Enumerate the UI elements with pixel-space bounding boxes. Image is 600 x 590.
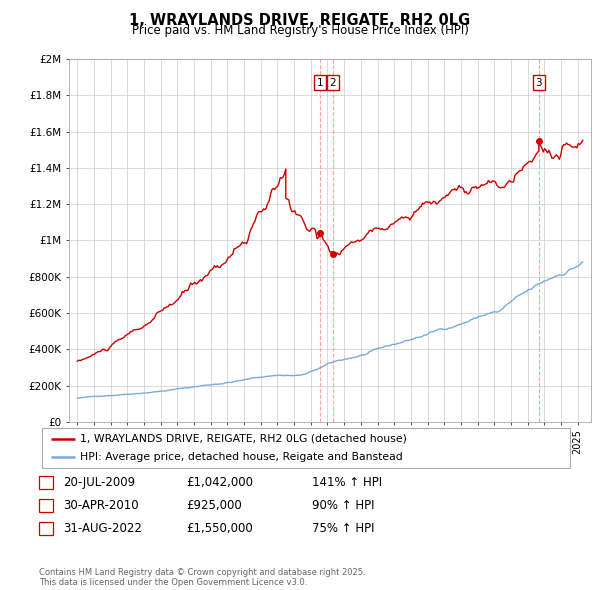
Text: 2: 2 [329,78,337,87]
Text: £1,042,000: £1,042,000 [186,476,253,489]
Text: 3: 3 [535,78,542,87]
Text: 75% ↑ HPI: 75% ↑ HPI [312,522,374,535]
Text: £925,000: £925,000 [186,499,242,512]
Text: 3: 3 [43,524,50,533]
Text: HPI: Average price, detached house, Reigate and Banstead: HPI: Average price, detached house, Reig… [80,451,403,461]
Text: 1, WRAYLANDS DRIVE, REIGATE, RH2 0LG (detached house): 1, WRAYLANDS DRIVE, REIGATE, RH2 0LG (de… [80,434,407,444]
Text: 1: 1 [43,478,50,487]
Text: £1,550,000: £1,550,000 [186,522,253,535]
Text: Contains HM Land Registry data © Crown copyright and database right 2025.
This d: Contains HM Land Registry data © Crown c… [39,568,365,587]
Text: 30-APR-2010: 30-APR-2010 [64,499,139,512]
Text: 31-AUG-2022: 31-AUG-2022 [64,522,142,535]
Text: 1, WRAYLANDS DRIVE, REIGATE, RH2 0LG: 1, WRAYLANDS DRIVE, REIGATE, RH2 0LG [130,13,470,28]
Text: 90% ↑ HPI: 90% ↑ HPI [312,499,374,512]
Text: 20-JUL-2009: 20-JUL-2009 [64,476,136,489]
Text: 1: 1 [317,78,323,87]
Text: Price paid vs. HM Land Registry's House Price Index (HPI): Price paid vs. HM Land Registry's House … [131,24,469,37]
Text: 2: 2 [43,501,50,510]
Text: 141% ↑ HPI: 141% ↑ HPI [312,476,382,489]
